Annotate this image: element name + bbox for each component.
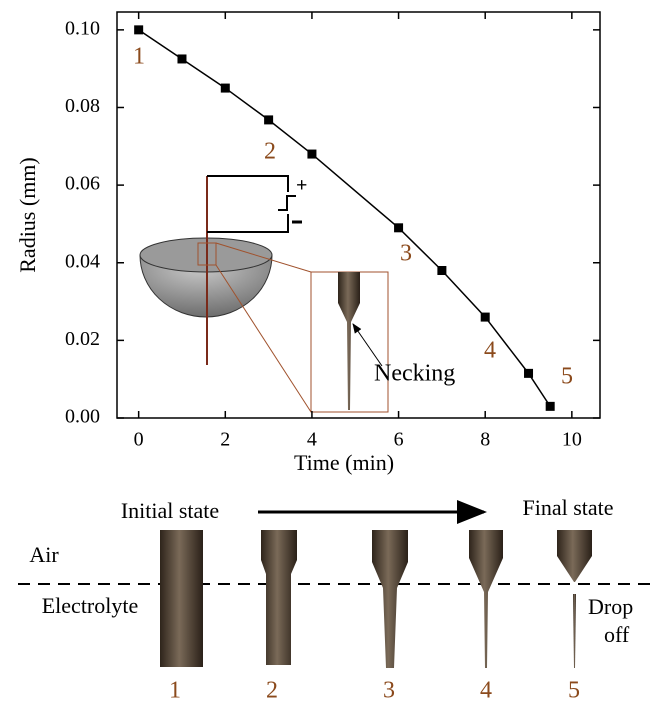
x-tick-label: 2 — [220, 429, 230, 451]
data-point — [545, 401, 555, 411]
stage-label: 2 — [266, 678, 278, 704]
schematic-label: Air — [29, 542, 59, 567]
point-label: 1 — [133, 44, 145, 70]
x-tick-label: 0 — [134, 429, 144, 451]
stage-label: 3 — [383, 678, 395, 704]
data-point — [177, 54, 187, 64]
point-label: 4 — [484, 338, 496, 364]
plot-frame — [116, 11, 601, 419]
data-point — [220, 83, 230, 93]
x-axis-label: Time (min) — [294, 450, 394, 475]
y-tick-label: 0.08 — [65, 95, 100, 117]
data-point — [264, 115, 274, 125]
schematic-label: Drop — [588, 594, 633, 619]
data-point — [394, 223, 404, 233]
data-point — [307, 149, 317, 159]
data-point — [134, 25, 144, 35]
stage-label: 1 — [169, 678, 181, 704]
data-point — [437, 266, 447, 276]
y-tick-label: 0.10 — [65, 17, 100, 39]
schematic-drawing — [18, 500, 652, 668]
y-tick-label: 0.06 — [65, 173, 100, 195]
point-label: 5 — [561, 364, 573, 390]
x-tick-label: 6 — [394, 429, 404, 451]
y-axis-label: Radius (mm) — [15, 157, 40, 273]
stage-label: 5 — [568, 678, 580, 704]
y-tick-label: 0.02 — [65, 328, 100, 350]
schematic-label: Final state — [522, 495, 613, 520]
schematic-label: off — [604, 622, 630, 647]
x-tick-label: 10 — [562, 429, 582, 451]
data-line — [138, 29, 551, 407]
y-tick-label: 0.04 — [65, 250, 100, 272]
point-label: 3 — [400, 241, 412, 267]
data-point — [480, 312, 490, 322]
x-tick-label: 4 — [307, 429, 317, 451]
x-tick-label: 8 — [480, 429, 490, 451]
point-label: 2 — [264, 139, 276, 165]
annotation: Necking — [374, 361, 455, 387]
plus-sign: + — [296, 175, 307, 197]
stage-label: 4 — [480, 678, 492, 704]
schematic-label: Initial state — [121, 498, 219, 523]
data-point — [524, 368, 534, 378]
inset-illustration: + — [139, 175, 389, 413]
y-tick-label: 0.00 — [65, 406, 100, 428]
schematic-label: Electrolyte — [42, 593, 139, 618]
